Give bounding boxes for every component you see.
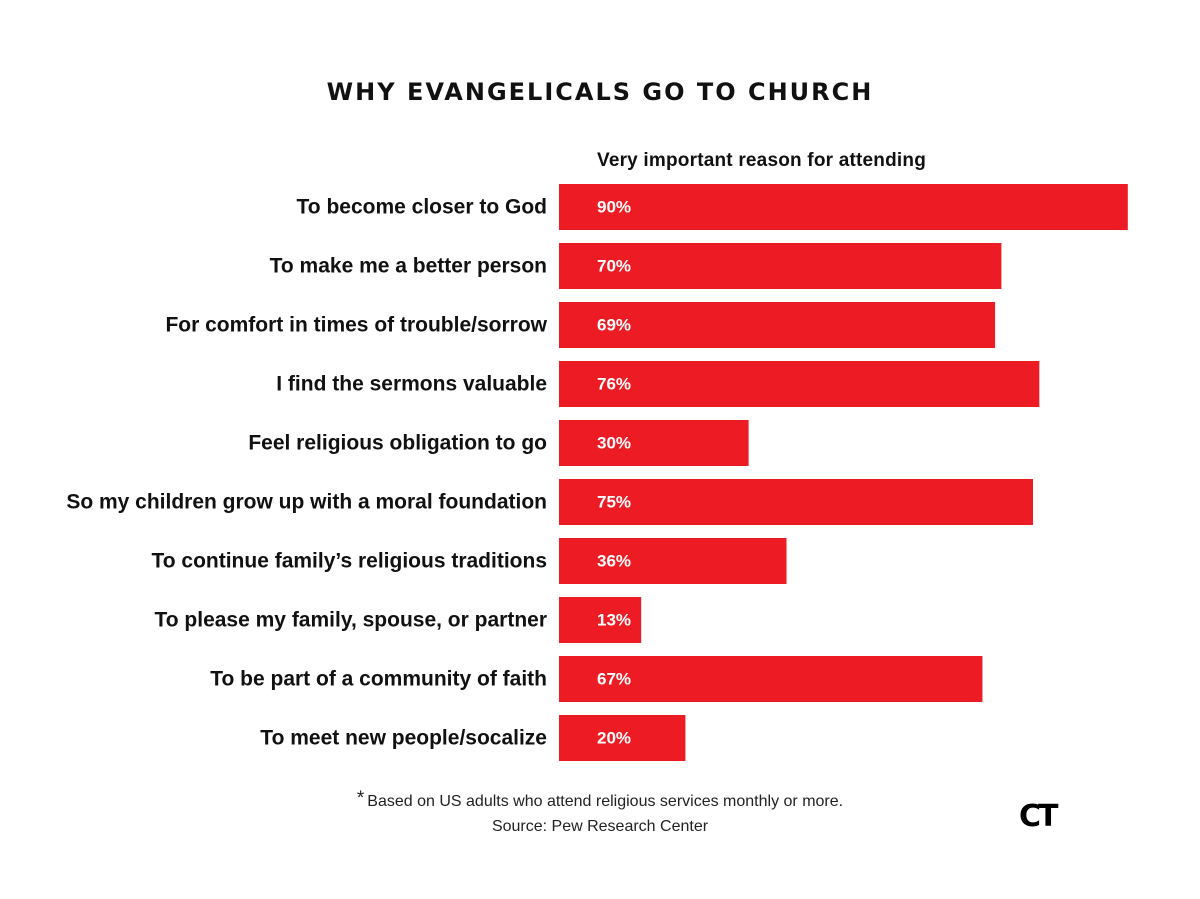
- bar: [559, 538, 787, 584]
- value-label: 67%: [597, 670, 631, 689]
- category-label: To become closer to God: [297, 196, 547, 219]
- bar: [559, 715, 686, 761]
- category-label: To make me a better person: [270, 255, 547, 278]
- bar: [559, 420, 749, 466]
- value-label: 36%: [597, 552, 631, 571]
- category-label: So my children grow up with a moral foun…: [66, 491, 547, 514]
- footnote: * Based on US adults who attend religious…: [0, 788, 1200, 811]
- value-label: 75%: [597, 493, 631, 512]
- footnote-star: *: [356, 788, 365, 809]
- bar: [559, 243, 1002, 289]
- chart-subtitle: Very important reason for attending: [597, 150, 926, 171]
- category-label: To meet new people/socalize: [260, 727, 547, 750]
- bar: [559, 361, 1040, 407]
- category-label: For comfort in times of trouble/sorrow: [165, 314, 547, 337]
- value-label: 30%: [597, 434, 631, 453]
- value-label: 20%: [597, 729, 631, 748]
- bar: [559, 302, 996, 348]
- value-label: 90%: [597, 198, 631, 217]
- chart-title: WHY EVANGELICALS GO TO CHURCH: [326, 78, 874, 106]
- category-label: To continue family’s religious tradition…: [151, 550, 547, 573]
- footnote-text: Based on US adults who attend religious …: [367, 793, 844, 810]
- value-label: 70%: [597, 257, 631, 276]
- value-label: 69%: [597, 316, 631, 335]
- category-label: To be part of a community of faith: [210, 668, 547, 691]
- bar: [559, 597, 642, 643]
- category-label: Feel religious obligation to go: [248, 432, 547, 455]
- bar: [559, 656, 983, 702]
- value-label: 13%: [597, 611, 631, 630]
- value-label: 76%: [597, 375, 631, 394]
- source-note: Source: Pew Research Center: [491, 818, 709, 835]
- ct-logo: CT: [1019, 799, 1059, 834]
- bar: [559, 184, 1128, 230]
- category-label: I find the sermons valuable: [276, 373, 547, 396]
- bars-group: To become closer to God 90% To make me a b…: [66, 184, 1128, 761]
- bar: [559, 479, 1033, 525]
- category-label: To please my family, spouse, or partner: [154, 609, 547, 632]
